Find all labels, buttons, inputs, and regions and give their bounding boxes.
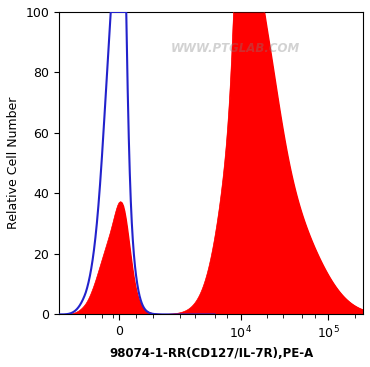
Text: WWW.PTGLAB.COM: WWW.PTGLAB.COM bbox=[171, 42, 300, 55]
X-axis label: 98074-1-RR(CD127/IL-7R),PE-A: 98074-1-RR(CD127/IL-7R),PE-A bbox=[109, 347, 313, 360]
Y-axis label: Relative Cell Number: Relative Cell Number bbox=[7, 97, 20, 229]
